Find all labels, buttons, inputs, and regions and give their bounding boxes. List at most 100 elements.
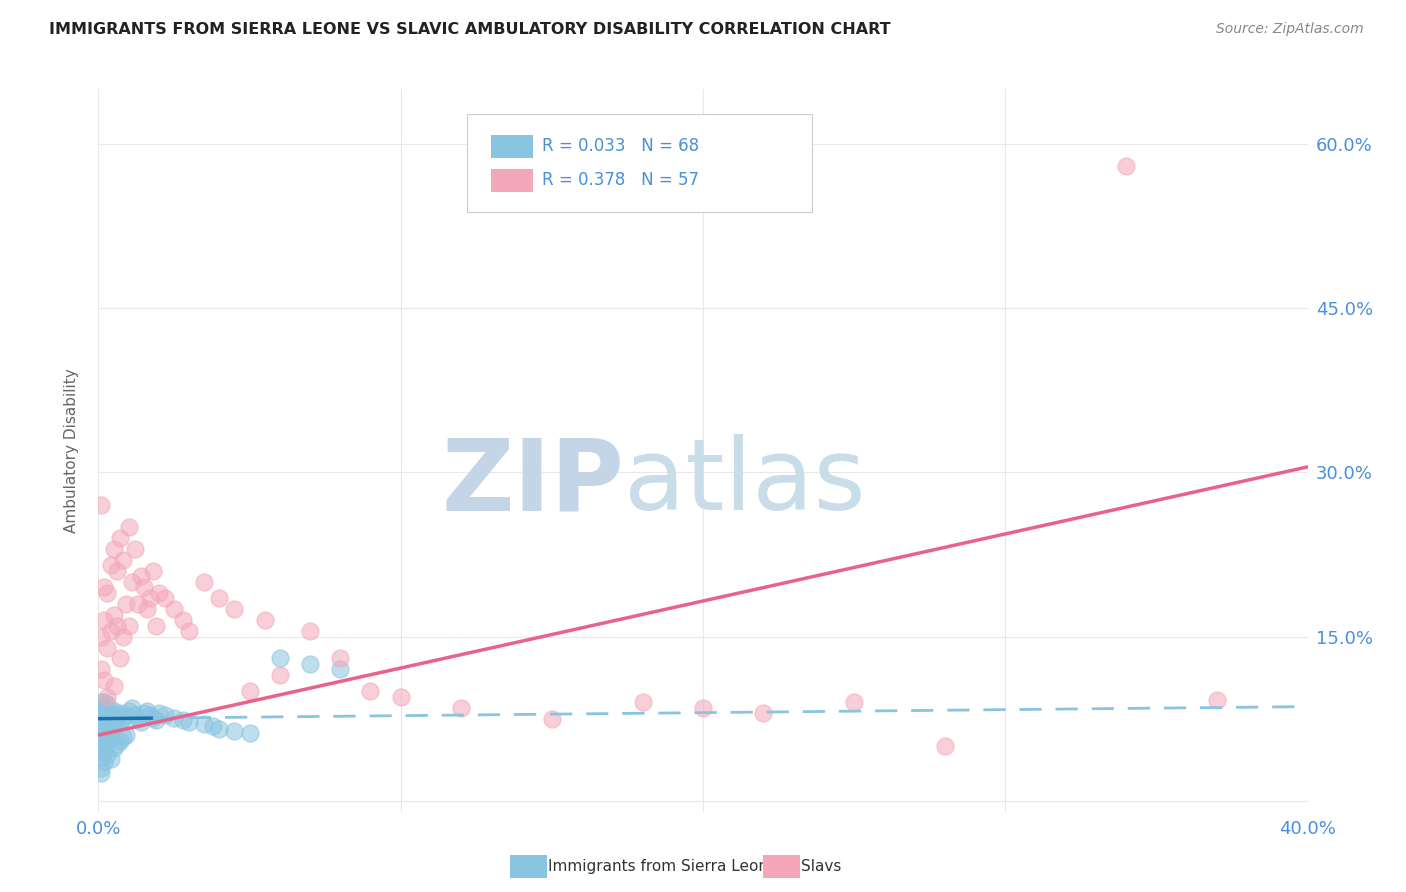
Point — [389, 690, 412, 704]
Point — [127, 712, 149, 726]
Point — [90, 717, 112, 731]
Point — [103, 741, 125, 756]
Point — [96, 733, 118, 747]
Point — [93, 613, 115, 627]
Point — [163, 710, 186, 724]
Point — [450, 700, 472, 714]
Point — [299, 657, 322, 671]
Point — [90, 728, 112, 742]
Point — [118, 520, 141, 534]
Point — [692, 700, 714, 714]
Point — [100, 731, 122, 745]
Point — [105, 717, 128, 731]
Point — [135, 602, 157, 616]
Point — [114, 597, 136, 611]
Point — [299, 624, 322, 639]
Point — [100, 723, 122, 737]
Text: Source: ZipAtlas.com: Source: ZipAtlas.com — [1216, 22, 1364, 37]
Point — [108, 531, 131, 545]
Point — [135, 704, 157, 718]
Point — [148, 586, 170, 600]
FancyBboxPatch shape — [492, 135, 533, 158]
Point — [118, 704, 141, 718]
Point — [329, 651, 352, 665]
Point — [148, 706, 170, 721]
Text: R = 0.033   N = 68: R = 0.033 N = 68 — [543, 137, 699, 155]
Point — [100, 752, 122, 766]
Point — [224, 602, 246, 616]
Point — [93, 706, 115, 721]
Point — [93, 733, 115, 747]
Point — [145, 618, 167, 632]
Point — [129, 569, 152, 583]
Point — [124, 708, 146, 723]
Point — [90, 739, 112, 753]
Point — [111, 630, 134, 644]
Point — [105, 618, 128, 632]
Point — [540, 712, 562, 726]
Point — [108, 706, 131, 721]
Point — [93, 723, 115, 737]
Point — [90, 766, 112, 780]
Point — [224, 723, 246, 738]
Point — [96, 708, 118, 723]
Point — [96, 728, 118, 742]
Point — [114, 728, 136, 742]
Point — [844, 695, 866, 709]
Point — [105, 708, 128, 723]
Point — [145, 713, 167, 727]
Point — [105, 737, 128, 751]
Point — [208, 591, 231, 606]
Point — [90, 706, 112, 721]
Point — [269, 668, 291, 682]
Point — [108, 714, 131, 729]
Point — [142, 564, 165, 578]
Point — [108, 733, 131, 747]
FancyBboxPatch shape — [467, 114, 811, 212]
Point — [100, 706, 122, 721]
Point — [90, 630, 112, 644]
Point — [96, 586, 118, 600]
Point — [127, 597, 149, 611]
Point — [1115, 159, 1137, 173]
Text: atlas: atlas — [624, 434, 866, 532]
Point — [96, 717, 118, 731]
Point — [111, 553, 134, 567]
Point — [172, 713, 194, 727]
Point — [90, 761, 112, 775]
Point — [93, 695, 115, 709]
Point — [103, 541, 125, 556]
Text: IMMIGRANTS FROM SIERRA LEONE VS SLAVIC AMBULATORY DISABILITY CORRELATION CHART: IMMIGRANTS FROM SIERRA LEONE VS SLAVIC A… — [49, 22, 891, 37]
Point — [193, 717, 215, 731]
Point — [139, 591, 162, 606]
Point — [111, 731, 134, 745]
Point — [103, 704, 125, 718]
Point — [139, 708, 162, 723]
Text: Immigrants from Sierra Leone: Immigrants from Sierra Leone — [548, 859, 778, 873]
Point — [163, 602, 186, 616]
Point — [132, 580, 155, 594]
Point — [132, 706, 155, 721]
Point — [142, 710, 165, 724]
Point — [93, 756, 115, 770]
Point — [96, 640, 118, 655]
Point — [153, 708, 176, 723]
Point — [631, 695, 654, 709]
Point — [239, 684, 262, 698]
Point — [153, 591, 176, 606]
Point — [93, 673, 115, 688]
Point — [114, 708, 136, 723]
Point — [121, 574, 143, 589]
Point — [239, 726, 262, 740]
Point — [208, 722, 231, 736]
Text: Slavs: Slavs — [801, 859, 842, 873]
Point — [100, 624, 122, 639]
Point — [179, 624, 201, 639]
Point — [93, 712, 115, 726]
Point — [269, 651, 291, 665]
Point — [179, 714, 201, 729]
Point — [172, 613, 194, 627]
Point — [93, 700, 115, 714]
Point — [129, 714, 152, 729]
Point — [103, 719, 125, 733]
